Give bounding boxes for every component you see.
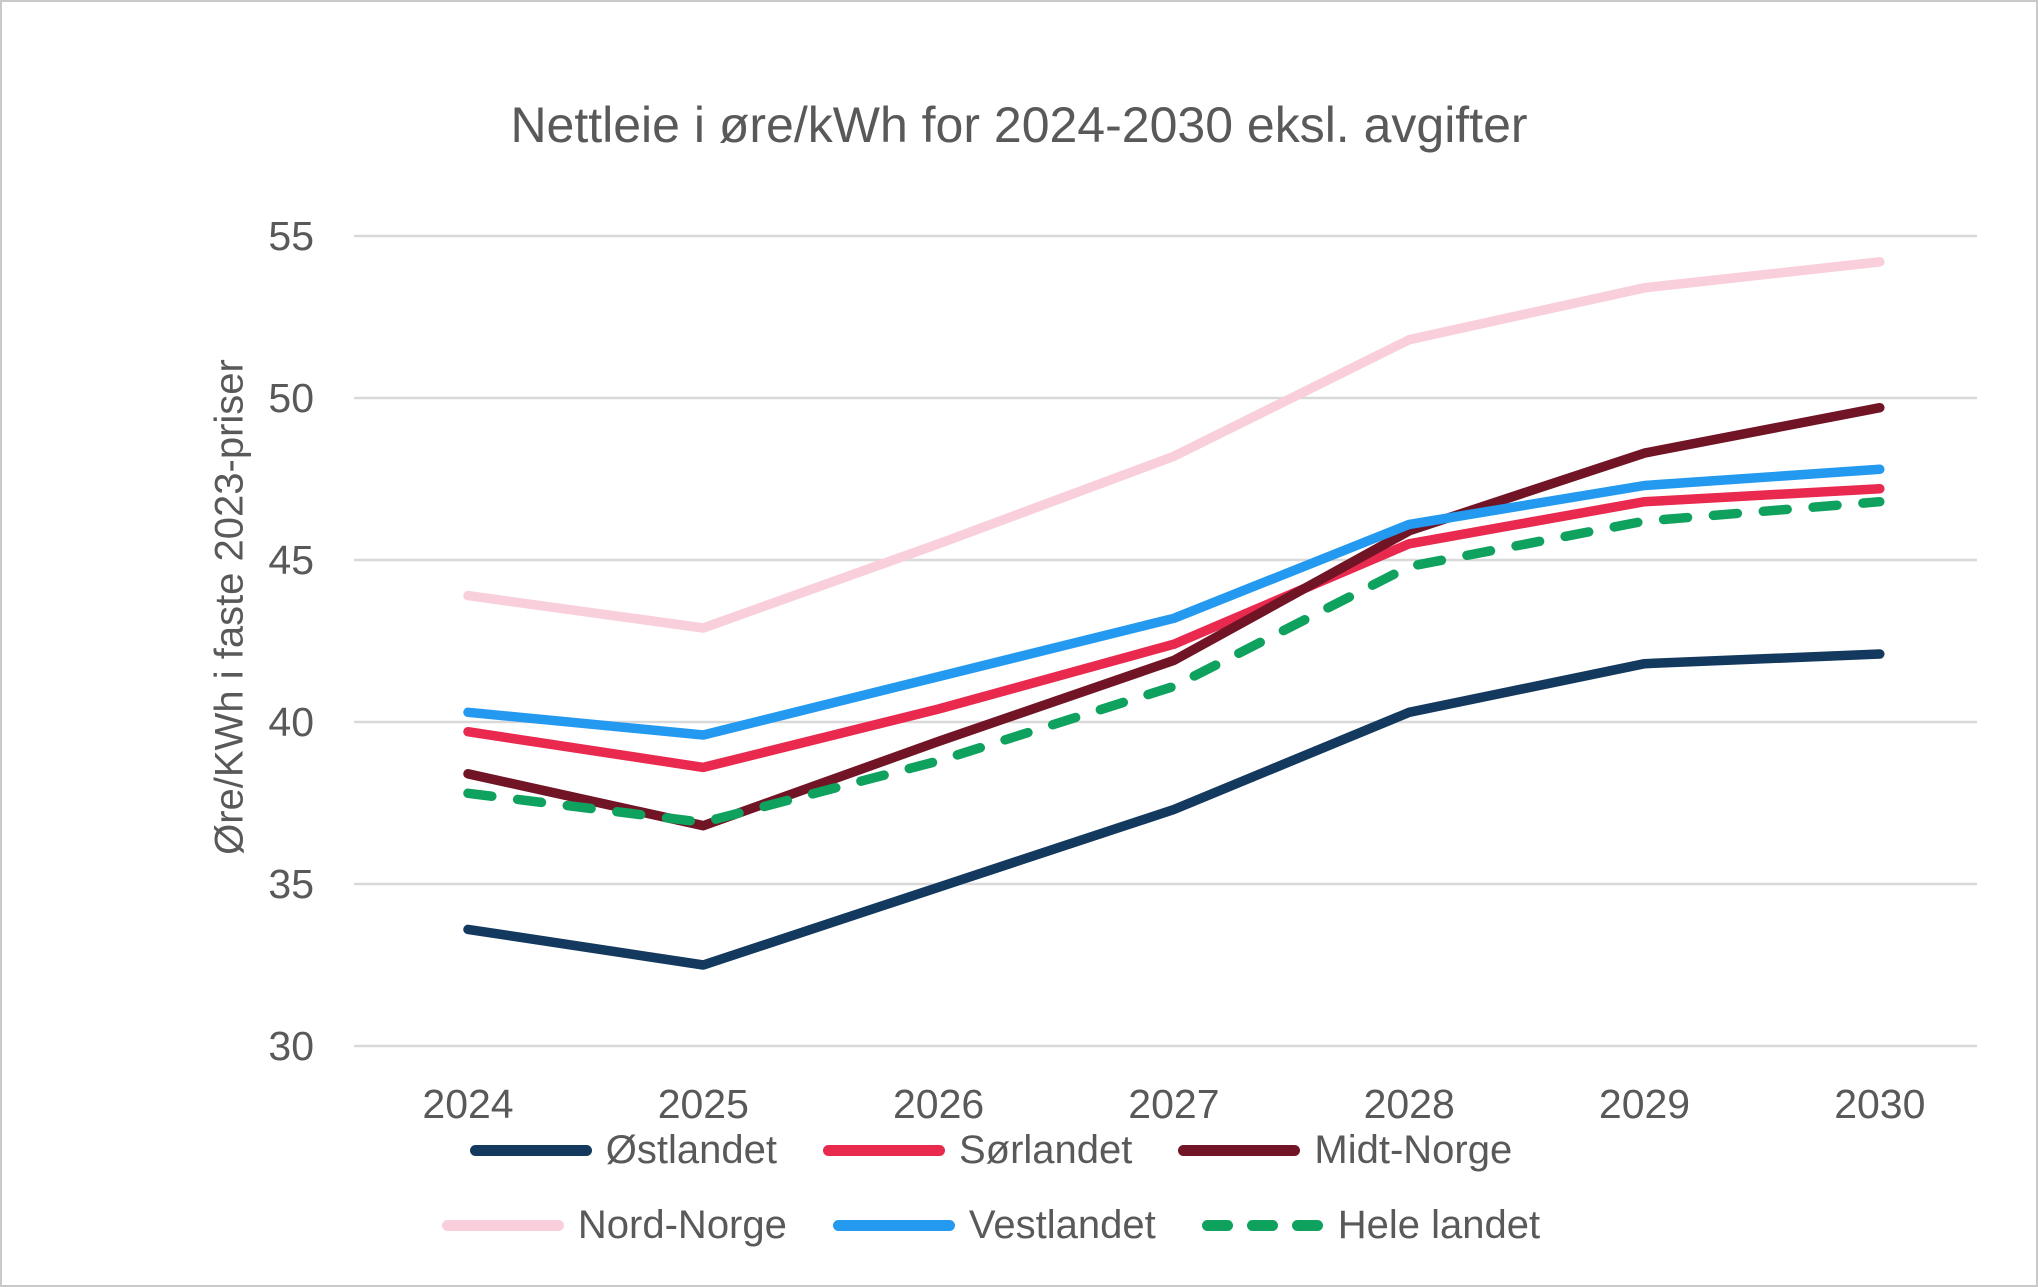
legend-label-vestlandet: Vestlandet: [968, 1203, 1156, 1247]
legend-swatch-nord-norge: [441, 1220, 564, 1231]
y-tick-label: 40: [268, 699, 314, 745]
legend-item-sorlandet: Sørlandet: [822, 1128, 1133, 1173]
y-tick-label: 30: [268, 1023, 314, 1069]
legend-label-midt-norge: Midt-Norge: [1314, 1128, 1513, 1172]
legend-label-sorlandet: Sørlandet: [958, 1128, 1133, 1172]
x-tick-label: 2025: [658, 1081, 749, 1127]
legend-swatch-sorlandet: [822, 1145, 945, 1156]
legend-swatch-midt-norge: [1178, 1145, 1301, 1156]
y-tick-label: 55: [268, 213, 314, 259]
x-tick-label: 2029: [1599, 1081, 1690, 1127]
x-tick-label: 2026: [893, 1081, 984, 1127]
legend-item-nord-norge: Nord-Norge: [441, 1203, 787, 1248]
chart-title: Nettleie i øre/kWh for 2024-2030 eksl. a…: [510, 97, 1528, 153]
legend-row-1: Østlandet Sørlandet Midt-Norge: [2, 1128, 2008, 1173]
y-tick-label: 50: [268, 375, 314, 421]
legend-item-hele-landet: Hele landet: [1201, 1203, 1541, 1248]
series-line--stlandet: [463, 649, 1885, 970]
legend-label-nord-norge: Nord-Norge: [577, 1203, 787, 1247]
series-line-hele-landet: [463, 496, 1885, 828]
y-tick-label: 35: [268, 861, 314, 907]
x-tick-label: 2028: [1364, 1081, 1455, 1127]
y-tick-label: 45: [268, 537, 314, 583]
legend-swatch-hele-landet: [1201, 1220, 1324, 1231]
x-tick-label: 2024: [422, 1081, 513, 1127]
legend-swatch-ostlandet: [469, 1145, 592, 1156]
series-line-nord-norge: [463, 257, 1885, 633]
legend-item-ostlandet: Østlandet: [469, 1128, 777, 1173]
legend-item-vestlandet: Vestlandet: [832, 1203, 1156, 1248]
legend-swatch-vestlandet: [832, 1220, 955, 1231]
x-tick-label: 2030: [1834, 1081, 1925, 1127]
legend-label-ostlandet: Østlandet: [605, 1128, 777, 1172]
legend-row-2: Nord-Norge Vestlandet Hele landet: [2, 1203, 2008, 1248]
series-line-vestlandet: [463, 464, 1885, 740]
x-tick-label: 2027: [1128, 1081, 1219, 1127]
legend-label-hele-landet: Hele landet: [1337, 1203, 1541, 1247]
series-line-midt-norge: [463, 402, 1885, 831]
series-line-s-rlandet: [463, 483, 1885, 773]
legend-item-midt-norge: Midt-Norge: [1178, 1128, 1512, 1173]
